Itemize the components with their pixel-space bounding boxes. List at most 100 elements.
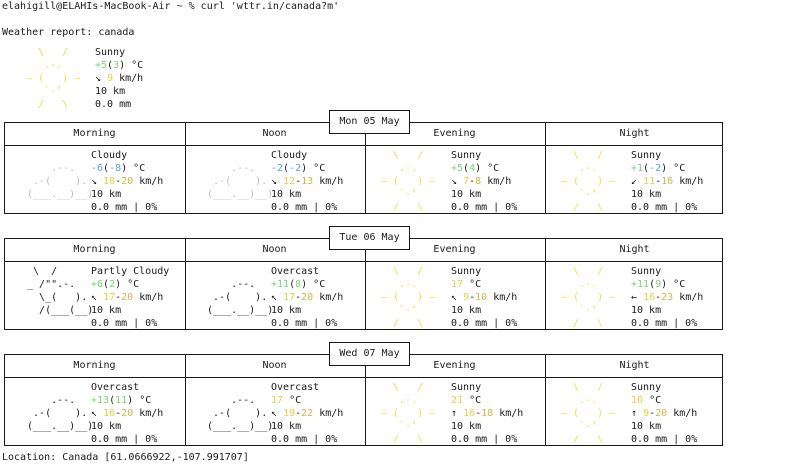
forecast-cell: .--. .-( ). (___.__)__) Cloudy -6(-8) °C … bbox=[5, 149, 184, 213]
period-label: Evening bbox=[433, 128, 476, 139]
temp-unit: °C bbox=[673, 279, 686, 290]
condition-text: Overcast bbox=[91, 382, 140, 393]
day-table: Morning Noon Evening Night .--. .-( ). (___… bbox=[4, 354, 723, 446]
forecast-cell: \ / .-. ― ( ) ― `-’ / \ Sunny 16 °C ↑ 9-2… bbox=[545, 381, 724, 445]
period-label: Noon bbox=[262, 360, 287, 371]
precipitation: 0.0 mm | 0% bbox=[91, 202, 158, 213]
wind-unit: km/h bbox=[679, 292, 704, 303]
cloud-icon: .--. .-( ). (___.__)__) bbox=[207, 163, 274, 200]
column-divider bbox=[365, 355, 366, 445]
temp-unit: °C bbox=[127, 279, 140, 290]
wind-arrow-icon: ↑ bbox=[451, 408, 458, 419]
feels-like: -8 bbox=[109, 163, 122, 174]
wind-max: 16 bbox=[661, 176, 674, 187]
terminal-prompt: elahigill@ELAHIs-MacBook-Air ~ % curl 'w… bbox=[2, 1, 340, 12]
wind-max: 22 bbox=[301, 408, 314, 419]
wind-arrow-icon: ↘ bbox=[91, 176, 98, 187]
cloud-icon: .--. .-( ). (___.__)__) bbox=[27, 395, 94, 432]
temp-unit: °C bbox=[313, 163, 326, 174]
wind-min: 7 bbox=[463, 176, 470, 187]
temp-unit: °C bbox=[131, 60, 144, 71]
precipitation: 0.0 mm | 0% bbox=[271, 434, 338, 445]
location-line: Location: Canada [61.0666922,-107.991707… bbox=[2, 452, 249, 463]
day-date-label: Mon 05 May bbox=[329, 110, 410, 134]
temperature: 17 bbox=[271, 395, 284, 406]
forecast-cell: .--. .-( ). (___.__)__) Cloudy -2(-2) °C … bbox=[185, 149, 364, 213]
condition-text: Cloudy bbox=[271, 150, 308, 161]
forecast-info: Sunny 17 °C ↖ 9-10 km/h 10 km 0.0 mm | 0… bbox=[451, 266, 518, 329]
wind-max: 20 bbox=[301, 292, 314, 303]
wind-arrow-icon: ← bbox=[631, 292, 638, 303]
day-date-label: Tue 06 May bbox=[329, 226, 410, 250]
forecast-info: Overcast 17 °C ↖ 19-22 km/h 10 km 0.0 mm… bbox=[271, 382, 344, 445]
wind-unit: km/h bbox=[499, 408, 524, 419]
current-condition: Sunny bbox=[95, 47, 126, 58]
wind-min: 16 bbox=[463, 408, 476, 419]
sun-icon: \ / .-. ― ( ) ― `-’ / \ bbox=[381, 382, 436, 445]
condition-text: Partly Cloudy bbox=[91, 266, 170, 277]
feels-like: 9 bbox=[655, 279, 662, 290]
precipitation: 0.0 mm | 0% bbox=[271, 202, 338, 213]
day-table: Morning Noon Evening Night .--. .-( ). (___… bbox=[4, 122, 723, 214]
partly-cloudy-icon: \ / _ /"".-. \_( ). /(___(__) bbox=[27, 266, 94, 316]
temperature: -2 bbox=[271, 163, 284, 174]
temperature: -6 bbox=[91, 163, 104, 174]
wind-min: 11 bbox=[643, 176, 656, 187]
precipitation: 0.0 mm | 0% bbox=[451, 434, 518, 445]
feels-like: 8 bbox=[295, 279, 302, 290]
wind-unit: km/h bbox=[139, 176, 164, 187]
visibility: 10 km bbox=[91, 189, 122, 200]
column-divider bbox=[545, 355, 546, 445]
wind-max: 10 bbox=[475, 292, 488, 303]
current-temp: +5 bbox=[95, 60, 108, 71]
forecast-cell: \ / .-. ― ( ) ― `-’ / \ Sunny +1(-2) °C ↙… bbox=[545, 149, 724, 213]
day-table: Morning Noon Evening Night \ / _ /"".-. \_(… bbox=[4, 238, 723, 330]
temperature: +11 bbox=[271, 279, 290, 290]
feels-like: 2 bbox=[109, 279, 116, 290]
temperature: 17 bbox=[451, 279, 464, 290]
precipitation: 0.0 mm | 0% bbox=[631, 434, 698, 445]
visibility: 10 km bbox=[451, 305, 482, 316]
day-date-label: Wed 07 May bbox=[329, 342, 410, 366]
condition-text: Sunny bbox=[631, 150, 662, 161]
period-header-row bbox=[5, 123, 722, 146]
forecast-cell: .--. .-( ). (___.__)__) Overcast +13(11) … bbox=[5, 381, 184, 445]
wind-arrow-icon: ↖ bbox=[271, 408, 278, 419]
wind-arrow-icon: ↘ bbox=[271, 176, 278, 187]
precipitation: 0.0 mm | 0% bbox=[631, 202, 698, 213]
current-wind: 9 bbox=[107, 73, 114, 84]
period-label: Night bbox=[619, 128, 650, 139]
period-header-row bbox=[5, 355, 722, 378]
wind-min: 19 bbox=[283, 408, 296, 419]
wind-min: 16 bbox=[103, 408, 116, 419]
wind-max: 8 bbox=[475, 176, 482, 187]
column-divider bbox=[185, 239, 186, 329]
temperature: +6 bbox=[91, 279, 104, 290]
visibility: 10 km bbox=[91, 421, 122, 432]
forecast-info: Overcast +11(8) °C ↖ 17-20 km/h 10 km 0.… bbox=[271, 266, 344, 329]
condition-text: Sunny bbox=[451, 150, 482, 161]
visibility: 10 km bbox=[631, 305, 662, 316]
forecast-info: Sunny 21 °C ↑ 16-18 km/h 10 km 0.0 mm | … bbox=[451, 382, 524, 445]
wind-unit: km/h bbox=[493, 292, 518, 303]
condition-text: Overcast bbox=[271, 266, 320, 277]
forecast-info: Sunny +11(9) °C ← 16-23 km/h 10 km 0.0 m… bbox=[631, 266, 704, 329]
temperature: +13 bbox=[91, 395, 110, 406]
feels-like: 11 bbox=[115, 395, 128, 406]
sun-icon: \ / .-. ― ( ) ― `-’ / \ bbox=[26, 47, 81, 110]
temperature: 16 bbox=[631, 395, 644, 406]
temperature: +1 bbox=[631, 163, 644, 174]
wind-unit: km/h bbox=[673, 408, 698, 419]
report-title: Weather report: canada bbox=[2, 27, 135, 38]
sun-icon: \ / .-. ― ( ) ― `-’ / \ bbox=[561, 382, 616, 445]
precipitation: 0.0 mm | 0% bbox=[631, 318, 698, 329]
wind-unit: km/h bbox=[119, 73, 144, 84]
forecast-cell: \ / .-. ― ( ) ― `-’ / \ Sunny 21 °C ↑ 16-… bbox=[365, 381, 544, 445]
precipitation: 0.0 mm | 0% bbox=[271, 318, 338, 329]
wind-arrow-icon: ↖ bbox=[91, 408, 98, 419]
wind-unit: km/h bbox=[139, 292, 164, 303]
wind-max: 18 bbox=[481, 408, 494, 419]
precipitation: 0.0 mm | 0% bbox=[451, 202, 518, 213]
sun-icon: \ / .-. ― ( ) ― `-’ / \ bbox=[561, 150, 616, 213]
period-label: Evening bbox=[433, 244, 476, 255]
